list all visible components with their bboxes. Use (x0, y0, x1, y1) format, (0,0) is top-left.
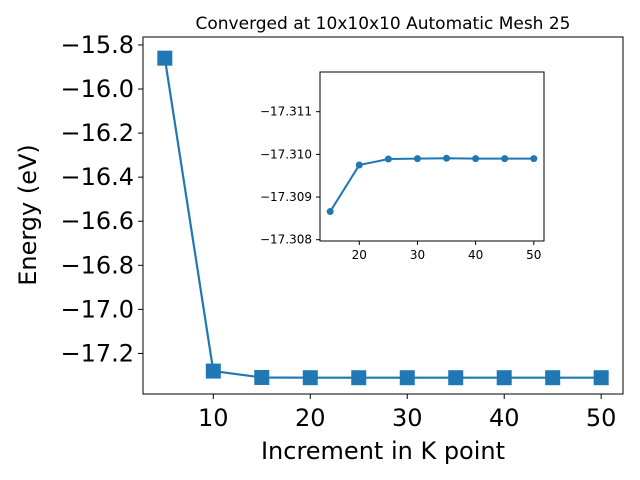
inset-y-tick-label: −17.310 (260, 147, 312, 161)
inset-x-tick-label: 30 (410, 248, 425, 262)
main-y-tick-label: −15.8 (60, 31, 134, 59)
main-series-line (163, 57, 602, 379)
main-x-tick-label: 40 (489, 404, 520, 432)
y-axis-label: Energy (eV) (14, 144, 42, 286)
x-axis-label: Increment in K point (261, 437, 505, 465)
main-y-tick-label: −16.0 (60, 75, 134, 103)
main-data-point (593, 370, 609, 386)
inset-series-line (329, 157, 534, 213)
inset-y-tick-label: −17.309 (260, 190, 312, 204)
main-y-tick-label: −16.6 (60, 207, 134, 235)
inset-y-tick-label: −17.311 (260, 105, 312, 119)
main-data-point (157, 50, 173, 66)
main-y-tick-label: −16.8 (60, 251, 134, 279)
inset-frame (319, 71, 545, 242)
inset-x-tick-label: 50 (526, 248, 541, 262)
main-y-tick-label: −16.4 (60, 163, 134, 191)
main-data-point (545, 370, 561, 386)
inset-y-tick-label: −17.308 (260, 233, 312, 247)
main-y-tick-label: −17.0 (60, 295, 134, 323)
inset-data-point (384, 155, 392, 163)
inset-data-point (355, 161, 363, 169)
inset-x-tick-label: 40 (468, 248, 483, 262)
main-x-tick-label: 30 (392, 404, 423, 432)
inset-data-point (326, 208, 334, 216)
inset-plot: 20 30 40 50 −17.311 −17.310 −17.309 −17.308 (260, 71, 545, 262)
inset-data-point (472, 155, 480, 163)
main-data-point (302, 370, 318, 386)
inset-data-point (530, 155, 538, 163)
main-data-point (205, 363, 221, 379)
main-y-tick-label: −16.2 (60, 119, 134, 147)
main-data-point (448, 370, 464, 386)
inset-x-tick-label: 20 (352, 248, 367, 262)
main-data-point (254, 369, 270, 385)
inset-data-point (443, 154, 451, 162)
inset-data-point (413, 155, 421, 163)
main-data-point (399, 370, 415, 386)
chart-title: Converged at 10x10x10 Automatic Mesh 25 (196, 14, 571, 34)
main-data-point (496, 370, 512, 386)
main-data-point (351, 370, 367, 386)
inset-data-point (501, 155, 509, 163)
main-x-tick-label: 10 (198, 404, 229, 432)
main-y-tick-label: −17.2 (60, 339, 134, 367)
main-x-tick-label: 50 (586, 404, 617, 432)
main-x-tick-label: 20 (295, 404, 326, 432)
